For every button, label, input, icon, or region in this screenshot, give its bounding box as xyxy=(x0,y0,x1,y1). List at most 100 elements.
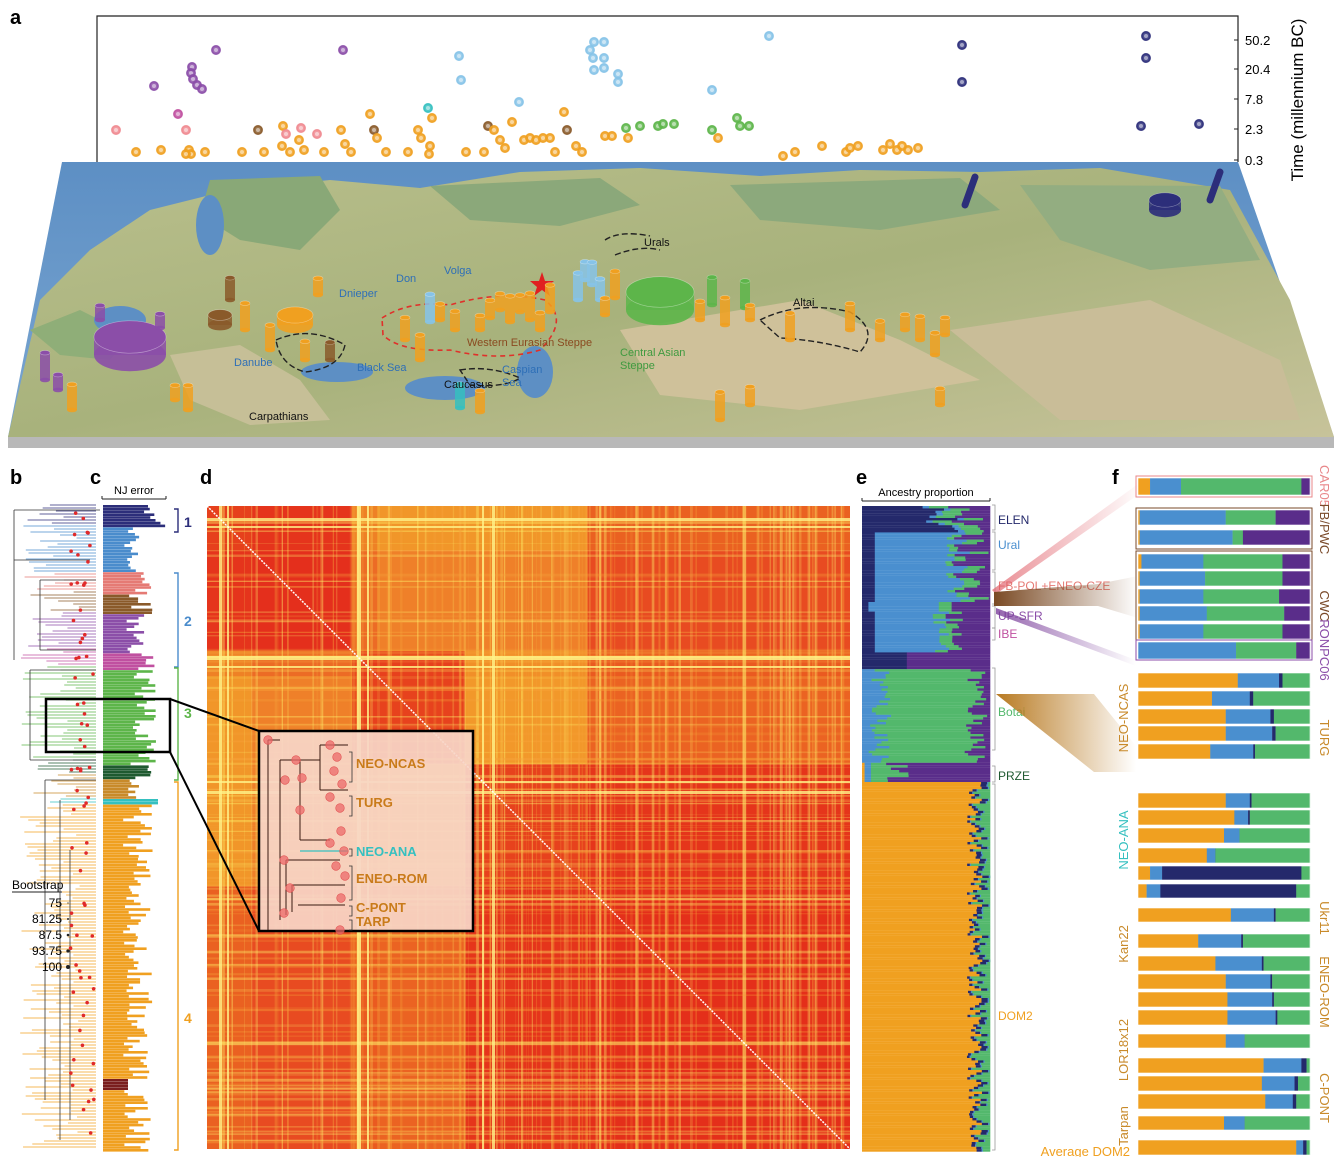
ancestry-segment xyxy=(971,820,991,823)
ancestry-segment xyxy=(862,542,876,545)
bootstrap-node xyxy=(82,712,87,716)
ancestry-segment xyxy=(862,878,974,881)
ancestry-bar-segment xyxy=(1272,974,1311,989)
ancestry-segment xyxy=(862,702,889,706)
ancestry-bar-segment xyxy=(1275,908,1311,922)
nj-error-bar xyxy=(103,1115,128,1118)
ancestry-segment xyxy=(955,590,991,593)
ancestry-segment xyxy=(983,690,991,694)
ancestry-bar-segment xyxy=(1139,571,1206,586)
nj-error-bar xyxy=(103,608,153,612)
inset-tree-node xyxy=(336,893,346,903)
ancestry-segment xyxy=(862,1098,981,1102)
ancestry-segment xyxy=(953,573,991,576)
heatmap-diagonal xyxy=(206,505,851,1150)
ancestry-bar-segment xyxy=(1138,828,1225,843)
ancestry-segment xyxy=(887,717,984,720)
ancestry-bar-segment xyxy=(1270,974,1273,989)
ancestry-segment xyxy=(951,602,991,605)
ancestry-segment xyxy=(862,717,888,720)
ancestry-segment xyxy=(862,813,977,816)
ancestry-segment xyxy=(980,856,982,859)
ancestry-segment xyxy=(887,702,985,706)
nj-error-bar xyxy=(103,908,151,911)
ancestry-segment xyxy=(972,1113,974,1116)
ancestry-segment xyxy=(862,690,888,694)
ancestry-segment xyxy=(862,698,891,701)
ancestry-segment xyxy=(862,1115,971,1119)
ancestry-segment xyxy=(978,1139,985,1143)
nj-error-bar xyxy=(103,827,152,830)
ancestry-segment xyxy=(874,532,966,535)
ancestry-segment xyxy=(974,926,991,929)
ancestry-segment xyxy=(862,914,974,917)
ancestry-segment xyxy=(906,664,991,667)
ancestry-segment xyxy=(981,1122,989,1126)
ancestry-segment xyxy=(982,851,991,855)
nj-error-bar xyxy=(103,695,144,698)
ancestry-segment xyxy=(862,842,968,845)
ancestry-segment xyxy=(899,770,991,773)
ancestry-segment xyxy=(979,801,986,804)
ancestry-segment xyxy=(880,760,978,763)
nj-error-bar xyxy=(103,600,139,603)
ancestry-segment xyxy=(981,846,988,850)
ancestry-segment xyxy=(973,940,978,943)
ancestry-segment xyxy=(887,686,985,689)
sample-cylinders xyxy=(39,168,1224,423)
ancestry-segment xyxy=(939,635,953,639)
ancestry-segment xyxy=(862,892,968,895)
nj-error-bar xyxy=(103,1070,150,1074)
ancestry-segment xyxy=(979,794,981,797)
map-cylinder xyxy=(414,332,426,363)
ancestry-segment xyxy=(862,971,977,975)
nj-error-bar xyxy=(103,913,146,917)
ancestry-segment xyxy=(972,1118,977,1121)
ancestry-segment xyxy=(862,808,974,811)
ancestry-segment xyxy=(862,930,970,934)
inset-tree-node xyxy=(291,755,301,765)
nj-error-bar xyxy=(103,1104,126,1107)
ancestry-segment xyxy=(862,640,876,643)
ancestry-segment xyxy=(977,947,980,951)
ancestry-segment xyxy=(862,506,923,509)
inset-tree-node xyxy=(279,855,289,865)
ancestry-group-label: UP-SFR xyxy=(998,609,1043,623)
ancestry-segment xyxy=(933,621,947,624)
ancestry-segment xyxy=(986,974,991,977)
panel-f-right-label: TURG xyxy=(1317,720,1332,757)
ancestry-segment xyxy=(979,942,986,946)
ancestry-segment xyxy=(973,952,976,955)
ancestry-bar-segment xyxy=(1139,510,1226,525)
ancestry-segment xyxy=(970,1134,975,1138)
ancestry-bar-segment xyxy=(1251,793,1311,808)
ancestry-segment xyxy=(985,885,991,888)
nj-error-bar xyxy=(103,647,128,651)
ancestry-segment xyxy=(977,964,980,967)
ancestry-segment xyxy=(981,1065,991,1068)
map-cylinder xyxy=(224,275,236,303)
ancestry-segment xyxy=(981,722,991,725)
ancestry-segment xyxy=(986,942,991,946)
ancestry-segment xyxy=(862,926,970,929)
bootstrap-node xyxy=(70,1083,75,1088)
nj-error-bar xyxy=(103,765,149,768)
nj-error-bar xyxy=(103,659,147,662)
nj-error-bar xyxy=(103,762,131,766)
ancestry-segment xyxy=(862,786,982,790)
bootstrap-node xyxy=(75,702,80,707)
ancestry-segment xyxy=(958,546,991,550)
ancestry-segment xyxy=(988,1091,990,1095)
ancestry-segment xyxy=(862,544,876,547)
ancestry-segment xyxy=(976,570,991,574)
panel-f-left-label: Kan22 xyxy=(1116,925,1131,963)
ancestry-segment xyxy=(980,818,982,821)
ancestry-segment xyxy=(987,714,991,718)
ancestry-segment xyxy=(968,594,991,598)
ancestry-segment xyxy=(960,578,975,581)
ancestry-segment xyxy=(979,894,982,898)
ancestry-segment xyxy=(957,549,991,552)
ancestry-segment xyxy=(948,506,991,509)
nj-error-bar xyxy=(103,687,142,690)
ancestry-segment xyxy=(862,1130,982,1133)
